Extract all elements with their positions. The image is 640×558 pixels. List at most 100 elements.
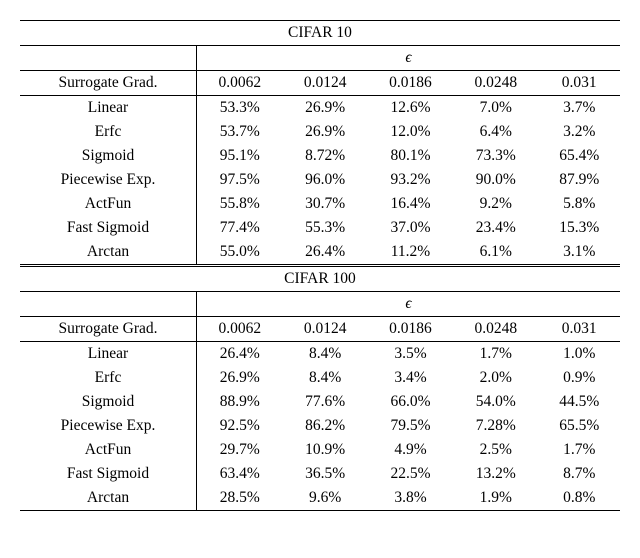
cell-value: 29.7% bbox=[197, 438, 283, 462]
epsilon-glyph: ϵ bbox=[405, 295, 411, 312]
cell-value: 65.4% bbox=[538, 144, 620, 168]
cell-value: 37.0% bbox=[368, 216, 453, 240]
cell-value: 97.5% bbox=[197, 168, 283, 192]
cell-value: 87.9% bbox=[538, 168, 620, 192]
surrogate-grad-header: Surrogate Grad. bbox=[20, 317, 197, 342]
eps-col-1: 0.0124 bbox=[283, 71, 368, 96]
cell-value: 4.9% bbox=[368, 438, 453, 462]
cell-value: 0.8% bbox=[538, 486, 620, 511]
cell-value: 3.5% bbox=[368, 342, 453, 367]
cell-value: 7.28% bbox=[453, 414, 538, 438]
method-name: Sigmoid bbox=[20, 390, 197, 414]
cell-value: 10.9% bbox=[283, 438, 368, 462]
method-name: Linear bbox=[20, 96, 197, 121]
eps-col-4: 0.031 bbox=[538, 71, 620, 96]
eps-col-3: 0.0248 bbox=[453, 71, 538, 96]
cell-value: 79.5% bbox=[368, 414, 453, 438]
cell-value: 90.0% bbox=[453, 168, 538, 192]
cell-value: 11.2% bbox=[368, 240, 453, 266]
cell-value: 22.5% bbox=[368, 462, 453, 486]
method-name: ActFun bbox=[20, 438, 197, 462]
cell-value: 92.5% bbox=[197, 414, 283, 438]
cell-value: 86.2% bbox=[283, 414, 368, 438]
eps-col-1: 0.0124 bbox=[283, 317, 368, 342]
cell-value: 1.7% bbox=[453, 342, 538, 367]
cell-value: 3.1% bbox=[538, 240, 620, 266]
eps-col-2: 0.0186 bbox=[368, 71, 453, 96]
cell-value: 26.4% bbox=[283, 240, 368, 266]
cell-value: 15.3% bbox=[538, 216, 620, 240]
method-name: Linear bbox=[20, 342, 197, 367]
eps-col-2: 0.0186 bbox=[368, 317, 453, 342]
cell-value: 1.9% bbox=[453, 486, 538, 511]
cell-value: 36.5% bbox=[283, 462, 368, 486]
method-name: Fast Sigmoid bbox=[20, 216, 197, 240]
eps-col-0: 0.0062 bbox=[197, 71, 283, 96]
cell-value: 26.9% bbox=[197, 366, 283, 390]
cell-value: 77.4% bbox=[197, 216, 283, 240]
cell-value: 9.6% bbox=[283, 486, 368, 511]
method-name: Fast Sigmoid bbox=[20, 462, 197, 486]
section-title: CIFAR 10 bbox=[20, 21, 620, 46]
epsilon-symbol: ϵ bbox=[197, 46, 621, 71]
cell-value: 63.4% bbox=[197, 462, 283, 486]
cell-value: 1.0% bbox=[538, 342, 620, 367]
cell-value: 8.4% bbox=[283, 342, 368, 367]
cell-value: 13.2% bbox=[453, 462, 538, 486]
cell-value: 3.4% bbox=[368, 366, 453, 390]
cell-value: 6.1% bbox=[453, 240, 538, 266]
cell-value: 8.72% bbox=[283, 144, 368, 168]
epsilon-glyph: ϵ bbox=[405, 49, 411, 66]
tables-container: CIFAR 10ϵSurrogate Grad.0.00620.01240.01… bbox=[20, 20, 620, 511]
method-name: Arctan bbox=[20, 240, 197, 266]
cell-value: 8.4% bbox=[283, 366, 368, 390]
cell-value: 2.5% bbox=[453, 438, 538, 462]
cell-value: 5.8% bbox=[538, 192, 620, 216]
eps-col-0: 0.0062 bbox=[197, 317, 283, 342]
cell-value: 80.1% bbox=[368, 144, 453, 168]
cell-value: 0.9% bbox=[538, 366, 620, 390]
cell-value: 53.7% bbox=[197, 120, 283, 144]
cell-value: 88.9% bbox=[197, 390, 283, 414]
cell-value: 66.0% bbox=[368, 390, 453, 414]
cell-value: 55.3% bbox=[283, 216, 368, 240]
results-table: CIFAR 10ϵSurrogate Grad.0.00620.01240.01… bbox=[20, 20, 620, 511]
cell-value: 54.0% bbox=[453, 390, 538, 414]
cell-value: 7.0% bbox=[453, 96, 538, 121]
cell-value: 26.9% bbox=[283, 120, 368, 144]
cell-value: 93.2% bbox=[368, 168, 453, 192]
eps-col-3: 0.0248 bbox=[453, 317, 538, 342]
method-name: Erfc bbox=[20, 366, 197, 390]
cell-value: 28.5% bbox=[197, 486, 283, 511]
cell-value: 26.9% bbox=[283, 96, 368, 121]
cell-value: 55.8% bbox=[197, 192, 283, 216]
method-name: Arctan bbox=[20, 486, 197, 511]
cell-value: 95.1% bbox=[197, 144, 283, 168]
cell-value: 2.0% bbox=[453, 366, 538, 390]
cell-value: 26.4% bbox=[197, 342, 283, 367]
cell-value: 8.7% bbox=[538, 462, 620, 486]
cell-value: 3.7% bbox=[538, 96, 620, 121]
cell-value: 12.6% bbox=[368, 96, 453, 121]
surrogate-grad-header: Surrogate Grad. bbox=[20, 71, 197, 96]
cell-value: 16.4% bbox=[368, 192, 453, 216]
cell-value: 77.6% bbox=[283, 390, 368, 414]
method-name: Piecewise Exp. bbox=[20, 168, 197, 192]
cell-value: 44.5% bbox=[538, 390, 620, 414]
cell-value: 65.5% bbox=[538, 414, 620, 438]
eps-row-blank bbox=[20, 292, 197, 317]
cell-value: 73.3% bbox=[453, 144, 538, 168]
cell-value: 6.4% bbox=[453, 120, 538, 144]
method-name: ActFun bbox=[20, 192, 197, 216]
cell-value: 53.3% bbox=[197, 96, 283, 121]
method-name: Piecewise Exp. bbox=[20, 414, 197, 438]
cell-value: 3.2% bbox=[538, 120, 620, 144]
epsilon-symbol: ϵ bbox=[197, 292, 621, 317]
cell-value: 12.0% bbox=[368, 120, 453, 144]
eps-row-blank bbox=[20, 46, 197, 71]
cell-value: 96.0% bbox=[283, 168, 368, 192]
method-name: Sigmoid bbox=[20, 144, 197, 168]
cell-value: 30.7% bbox=[283, 192, 368, 216]
cell-value: 23.4% bbox=[453, 216, 538, 240]
cell-value: 3.8% bbox=[368, 486, 453, 511]
